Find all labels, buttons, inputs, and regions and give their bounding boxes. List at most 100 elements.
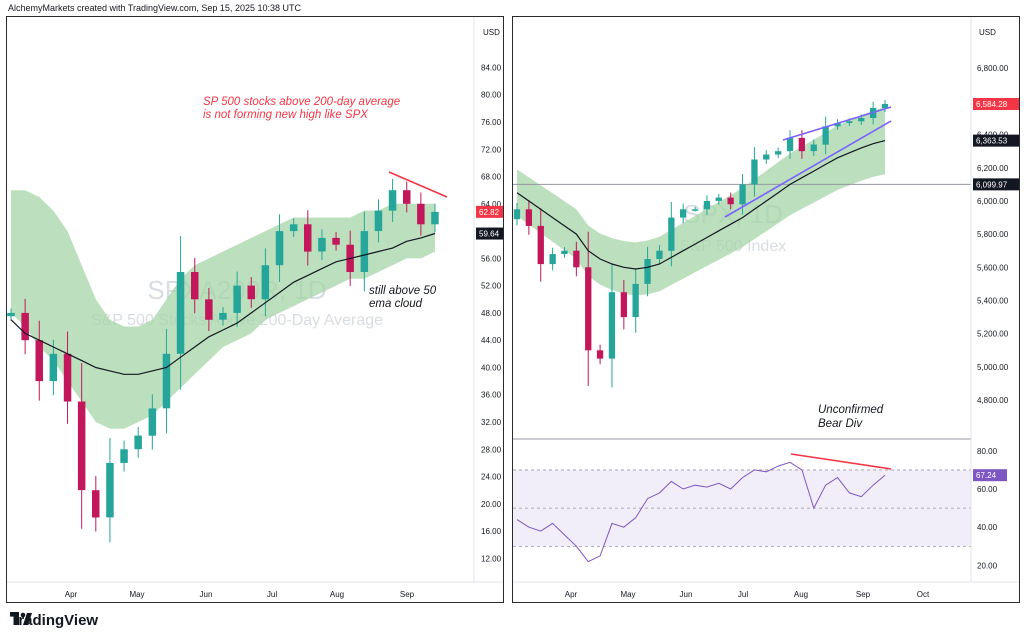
- candle: [881, 104, 889, 108]
- candle: [751, 159, 758, 185]
- time-tick-label: Jul: [267, 590, 277, 599]
- candle: [834, 123, 841, 127]
- price-tick-label: 6,000.00: [977, 197, 1009, 206]
- candle: [573, 250, 580, 268]
- candle: [798, 137, 805, 152]
- time-tick-label: Aug: [330, 590, 344, 599]
- left-chart-svg[interactable]: SPXA200R, 1D S&P 500 Stocks Above 200-Da…: [7, 17, 503, 602]
- left-time-axis[interactable]: Apr May Jun Jul Aug Sep: [65, 590, 415, 599]
- tradingview-logo-icon: [10, 612, 32, 625]
- right-price-axis[interactable]: 6,800.006,600.006,400.006,200.006,000.00…: [977, 64, 1009, 405]
- right-last-price: 6,584.28: [976, 100, 1008, 109]
- right-annotation-line2: Bear Div: [818, 418, 863, 430]
- candle: [691, 209, 699, 211]
- candle: [644, 259, 651, 284]
- tradingview-brand[interactable]: TradingView: [10, 612, 98, 629]
- candle: [715, 197, 722, 201]
- time-tick-label: May: [129, 590, 144, 599]
- candle: [360, 231, 369, 272]
- right-chart-panel[interactable]: SPX, 1D S&P 500 Index Unconfirmed Bear D…: [512, 16, 1020, 603]
- candle: [822, 126, 829, 145]
- right-level-value: 6,099.97: [976, 180, 1008, 189]
- price-tick-label: 40.00: [481, 364, 502, 373]
- candle: [431, 211, 439, 225]
- candle: [388, 190, 397, 211]
- left-price-axis[interactable]: 84.0080.0076.0072.0068.0064.0060.0056.00…: [481, 64, 502, 564]
- candle: [403, 190, 411, 204]
- left-red-trendline[interactable]: [388, 171, 448, 198]
- rsi-axis[interactable]: 80.00 60.00 40.00 20.00: [977, 447, 998, 571]
- rsi-tick-label: 40.00: [977, 523, 998, 532]
- price-tick-label: 44.00: [481, 336, 502, 345]
- price-tick-label: 12.00: [481, 554, 502, 563]
- rsi-line: [516, 461, 886, 563]
- tradingview-brand-name: TradingView: [10, 612, 99, 629]
- rsi-red-trendline[interactable]: [790, 453, 892, 470]
- right-chart-svg[interactable]: SPX, 1D S&P 500 Index Unconfirmed Bear D…: [513, 17, 1019, 602]
- left-annotation-top-line2: is not forming new high like SPX: [203, 109, 369, 121]
- right-upper-channel-line[interactable]: [782, 106, 892, 141]
- right-last-price-tag: 6,584.28: [973, 97, 1019, 110]
- left-ema-value: 59.64: [479, 230, 500, 239]
- right-ema-value: 6,363.53: [976, 137, 1008, 146]
- candle: [332, 237, 340, 245]
- price-tick-label: 5,800.00: [977, 230, 1009, 239]
- price-tick-label: 5,000.00: [977, 363, 1009, 372]
- candle: [275, 231, 284, 266]
- price-tick-label: 4,800.00: [977, 396, 1009, 405]
- candle: [49, 353, 58, 382]
- left-ema-tag: 59.64: [476, 227, 503, 240]
- price-tick-label: 5,600.00: [977, 263, 1009, 272]
- candle: [775, 151, 782, 155]
- candle: [162, 353, 171, 409]
- time-tick-label: Apr: [565, 590, 578, 599]
- candle: [668, 217, 675, 251]
- rsi-tick-label: 60.00: [977, 485, 998, 494]
- candle: [608, 292, 616, 359]
- candle: [176, 272, 185, 354]
- candle: [205, 299, 213, 320]
- candle: [680, 209, 687, 218]
- candle: [21, 312, 29, 341]
- candle: [561, 250, 568, 254]
- candle: [537, 225, 544, 265]
- candle: [703, 201, 711, 210]
- candle: [92, 490, 100, 518]
- price-tick-label: 72.00: [481, 145, 502, 154]
- candle: [810, 144, 817, 152]
- price-tick-label: 64.00: [481, 200, 502, 209]
- candle: [846, 121, 853, 123]
- price-tick-label: 68.00: [481, 173, 502, 182]
- candle: [374, 210, 383, 232]
- left-chart-panel[interactable]: SPXA200R, 1D S&P 500 Stocks Above 200-Da…: [6, 16, 504, 603]
- price-tick-label: 48.00: [481, 309, 502, 318]
- price-tick-label: 80.00: [481, 91, 502, 100]
- candle: [596, 350, 604, 359]
- candle: [134, 435, 142, 450]
- right-level-tag: 6,099.97: [973, 178, 1019, 191]
- right-time-axis[interactable]: Apr May Jun Jul Aug Sep Oct: [565, 590, 930, 599]
- rsi-value: 67.24: [976, 471, 997, 480]
- candle: [620, 292, 627, 318]
- candle: [549, 254, 556, 265]
- time-tick-label: Jun: [200, 590, 213, 599]
- candle: [417, 203, 425, 225]
- price-tick-label: 32.00: [481, 418, 502, 427]
- price-tick-label: 6,800.00: [977, 64, 1009, 73]
- candle: [261, 265, 270, 300]
- right-ema-tag: 6,363.53: [973, 134, 1019, 147]
- candle: [763, 154, 770, 160]
- price-tick-label: 28.00: [481, 445, 502, 454]
- chart-credit: AlchemyMarkets created with TradingView.…: [8, 3, 301, 13]
- rsi-tick-label: 20.00: [977, 561, 998, 570]
- candle: [233, 285, 241, 313]
- time-tick-label: Sep: [400, 590, 415, 599]
- right-ema-line: [516, 140, 886, 270]
- left-last-price-tag: 62.82: [476, 205, 503, 218]
- price-tick-label: 5,200.00: [977, 330, 1009, 339]
- right-lower-channel-line[interactable]: [724, 120, 892, 218]
- candle: [727, 197, 734, 205]
- price-tick-label: 52.00: [481, 282, 502, 291]
- candle: [858, 118, 865, 122]
- time-tick-label: Sep: [856, 590, 871, 599]
